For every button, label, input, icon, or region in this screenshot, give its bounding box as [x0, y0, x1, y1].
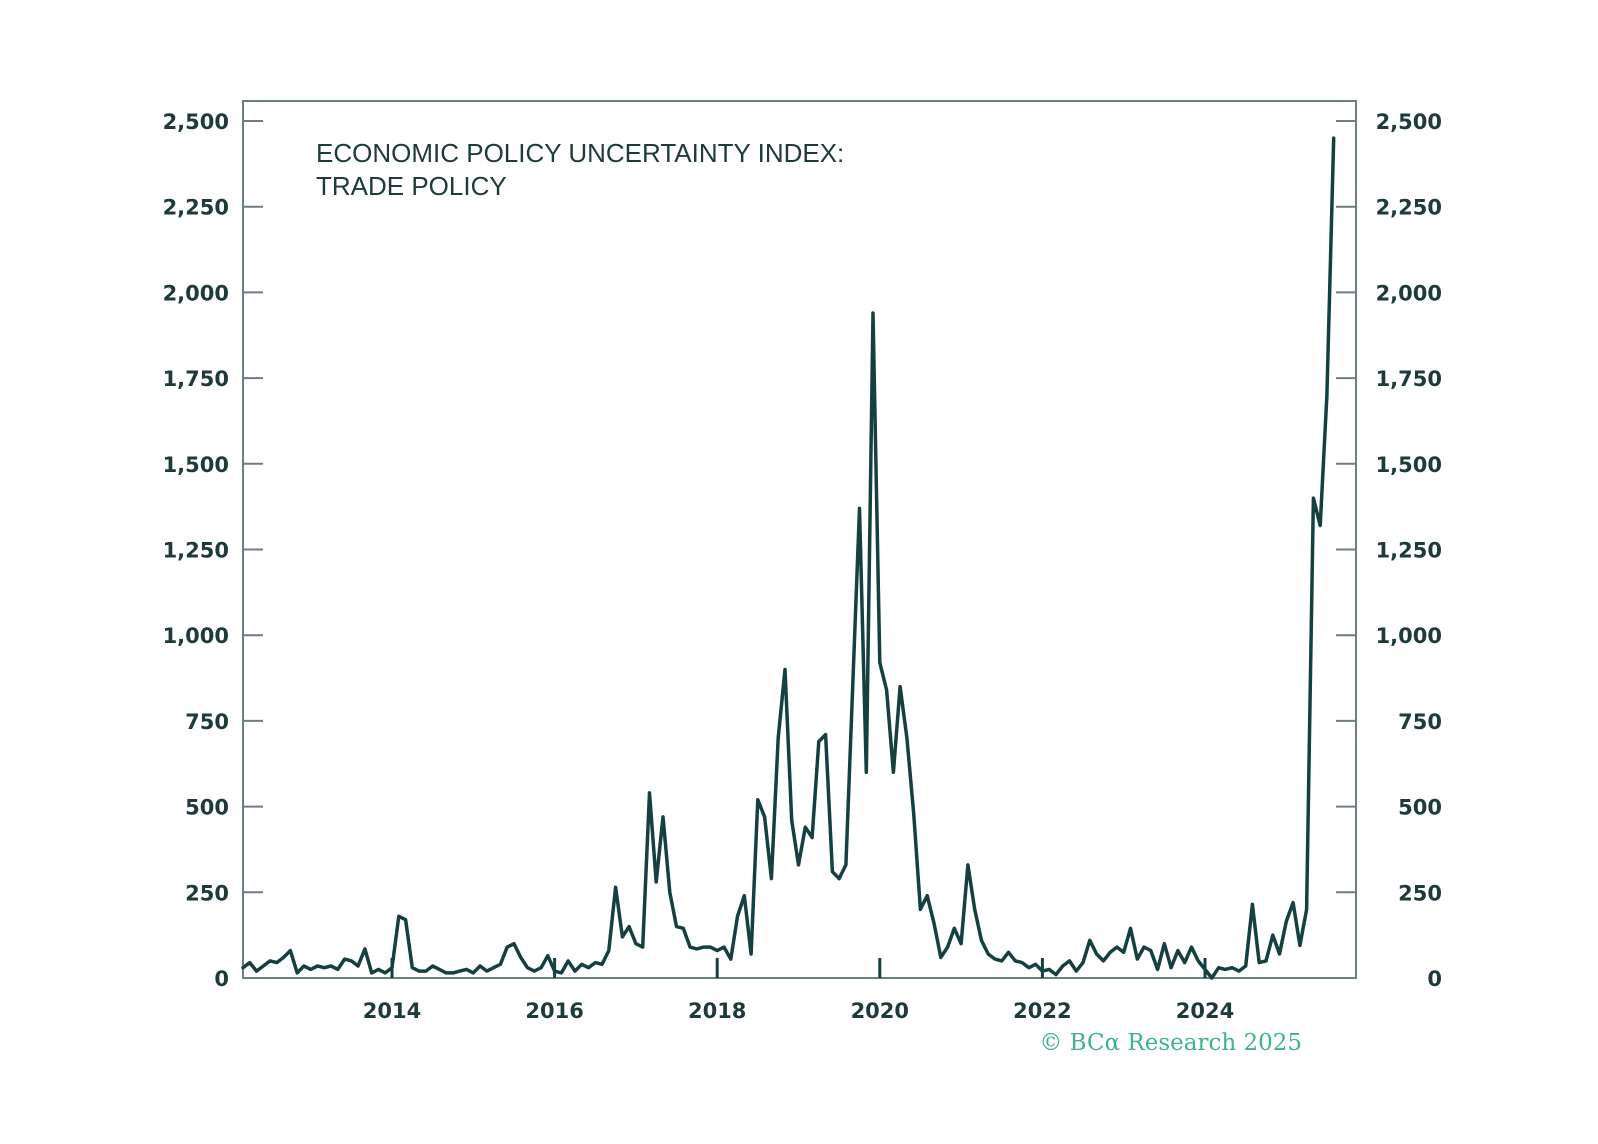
- y-tick-label-right: 2,250: [1376, 196, 1442, 220]
- y-tick-label-right: 1,000: [1376, 624, 1442, 648]
- y-tick-label-right: 2,500: [1376, 110, 1442, 134]
- y-tick-label-left: 1,500: [163, 453, 229, 477]
- y-tick-label-left: 2,250: [163, 196, 229, 220]
- y-tick-label-left: 1,000: [163, 624, 229, 648]
- credit-text: © BCα Research 2025: [1039, 1030, 1302, 1056]
- y-tick-label-right: 250: [1398, 881, 1442, 905]
- chart-subtitle: TRADE POLICY: [316, 171, 507, 201]
- series-layer: [241, 136, 1336, 980]
- x-tick-label: 2024: [1176, 999, 1234, 1023]
- y-tick-label-left: 2,500: [163, 110, 229, 134]
- x-tick-label: 2018: [688, 999, 746, 1023]
- x-tick-label: 2020: [851, 999, 909, 1023]
- x-tick-label: 2022: [1013, 999, 1071, 1023]
- y-axis-left: 0 250 500 750 1,000 1,250 1,500 1,750 2,000 2,250…: [163, 110, 263, 991]
- x-axis: 2014 2016 2018 2020 2022 2024: [363, 958, 1234, 1023]
- y-tick-label-right: 750: [1398, 710, 1442, 734]
- y-tick-label-left: 750: [185, 710, 229, 734]
- x-tick-label: 2016: [525, 999, 583, 1023]
- y-axis-right: 0 250 500 750 1,000 1,250 1,500 1,750 2,000 2,250…: [1336, 110, 1442, 991]
- y-tick-label-right: 500: [1398, 796, 1442, 820]
- y-tick-label-left: 1,750: [163, 367, 229, 391]
- y-tick-label-left: 0: [214, 967, 229, 991]
- y-tick-label-left: 2,000: [163, 281, 229, 305]
- y-tick-label-right: 2,000: [1376, 281, 1442, 305]
- chart-title: ECONOMIC POLICY UNCERTAINTY INDEX:: [316, 138, 844, 168]
- y-tick-label-left: 500: [185, 796, 229, 820]
- y-tick-label-right: 1,500: [1376, 453, 1442, 477]
- y-tick-label-right: 1,750: [1376, 367, 1442, 391]
- plot-frame: [242, 100, 1357, 979]
- series-line: [241, 136, 1336, 980]
- plot-border: [242, 100, 1357, 979]
- x-tick-label: 2014: [363, 999, 421, 1023]
- y-tick-label-left: 250: [185, 881, 229, 905]
- y-tick-label-right: 0: [1427, 967, 1442, 991]
- y-tick-label-right: 1,250: [1376, 539, 1442, 563]
- y-tick-label-left: 1,250: [163, 539, 229, 563]
